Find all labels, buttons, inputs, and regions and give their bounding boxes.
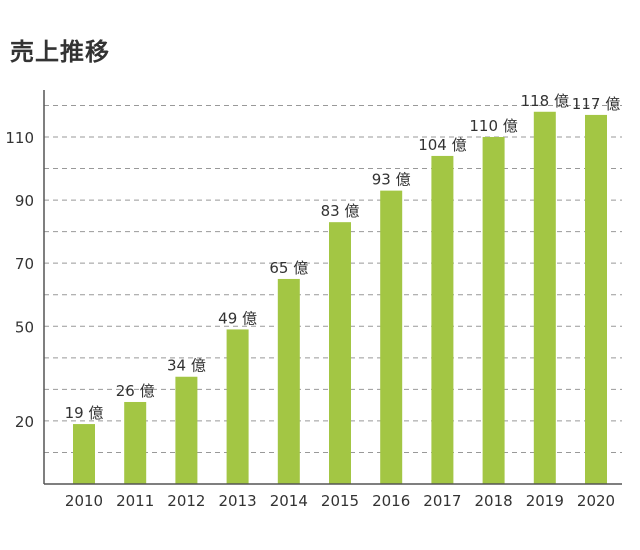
bar-2011 bbox=[124, 401, 147, 484]
y-tick-label-110: 110 bbox=[5, 129, 34, 147]
x-tick-label-2019: 2019 bbox=[526, 492, 564, 510]
axes bbox=[43, 90, 622, 485]
bar-2013 bbox=[226, 329, 249, 484]
data-label-2012: 34 億 bbox=[167, 357, 206, 375]
bars bbox=[73, 111, 607, 485]
bar-2017 bbox=[431, 155, 454, 484]
data-label-2015: 83 億 bbox=[321, 202, 360, 220]
x-tick-label-2020: 2020 bbox=[577, 492, 615, 510]
data-label-2011: 26 億 bbox=[116, 382, 155, 400]
data-label-2010: 19 億 bbox=[65, 404, 104, 422]
data-label-2020: 117 億 bbox=[572, 95, 620, 113]
x-tick-label-2010: 2010 bbox=[65, 492, 103, 510]
bar-2015 bbox=[329, 222, 351, 484]
data-label-2017: 104 億 bbox=[418, 136, 466, 154]
bar-2014 bbox=[277, 278, 300, 484]
page-title: 売上推移 bbox=[10, 38, 110, 66]
bar-2010 bbox=[73, 424, 95, 484]
x-tick-label-2012: 2012 bbox=[167, 492, 205, 510]
x-tick-label-2011: 2011 bbox=[116, 492, 154, 510]
x-tick-label-2013: 2013 bbox=[219, 492, 257, 510]
y-tick-label-70: 70 bbox=[15, 255, 34, 273]
x-tick-label-2015: 2015 bbox=[321, 492, 359, 510]
data-label-2016: 93 億 bbox=[372, 171, 411, 189]
y-tick-labels: 20 50 70 90 110 bbox=[5, 129, 34, 431]
bar-2020 bbox=[585, 114, 607, 484]
y-tick-label-90: 90 bbox=[15, 192, 34, 210]
x-tick-label-2018: 2018 bbox=[475, 492, 513, 510]
x-tick-labels: 2010 2011 2012 2013 2014 2015 2016 2017 2018 2019… bbox=[65, 492, 615, 510]
data-label-2019: 118 億 bbox=[521, 92, 569, 110]
y-tick-label-50: 50 bbox=[15, 318, 34, 336]
bar-2019 bbox=[533, 111, 556, 484]
data-label-2013: 49 億 bbox=[218, 309, 257, 327]
bar-2016 bbox=[380, 190, 403, 485]
data-label-2014: 65 億 bbox=[269, 259, 308, 277]
x-tick-label-2017: 2017 bbox=[423, 492, 461, 510]
bar-2012 bbox=[175, 376, 198, 484]
data-label-2018: 110 億 bbox=[469, 117, 517, 135]
bar-2018 bbox=[482, 137, 505, 484]
y-tick-label-20: 20 bbox=[15, 413, 34, 431]
x-tick-label-2016: 2016 bbox=[372, 492, 410, 510]
x-tick-label-2014: 2014 bbox=[270, 492, 308, 510]
